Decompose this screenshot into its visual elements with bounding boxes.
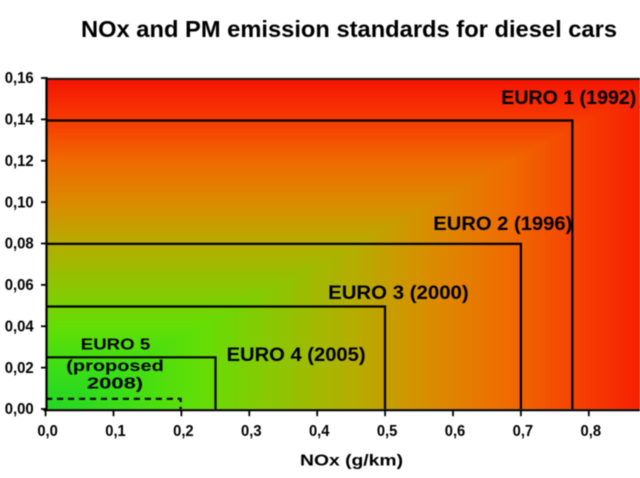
svg-text:0,4: 0,4 [309,423,330,440]
svg-text:0,6: 0,6 [445,423,466,440]
svg-text:0,06: 0,06 [5,277,34,294]
svg-text:(proposed: (proposed [66,358,164,375]
svg-text:0,3: 0,3 [241,423,262,440]
svg-text:0,12: 0,12 [5,153,34,170]
svg-text:0,2: 0,2 [173,423,194,440]
svg-text:0,02: 0,02 [5,360,34,377]
svg-text:0,0: 0,0 [37,423,58,440]
svg-text:EURO 3 (2000): EURO 3 (2000) [328,283,469,304]
svg-text:EURO 4 (2005): EURO 4 (2005) [227,345,366,366]
svg-text:0,04: 0,04 [5,318,34,335]
svg-text:EURO 1 (1992): EURO 1 (1992) [501,88,636,109]
svg-text:0,5: 0,5 [377,423,398,440]
svg-text:0,8: 0,8 [581,423,602,440]
svg-text:0,16: 0,16 [5,70,34,87]
svg-text:EURO 2 (1996): EURO 2 (1996) [433,214,572,235]
svg-text:0,14: 0,14 [5,112,34,129]
svg-text:0,08: 0,08 [5,236,34,253]
svg-text:0,1: 0,1 [105,423,126,440]
svg-text:0,00: 0,00 [5,401,34,418]
svg-text:0,10: 0,10 [5,194,34,211]
svg-text:2008): 2008) [87,376,143,393]
svg-text:NOx and PM emission standards: NOx and PM emission standards for diesel… [81,16,617,42]
svg-text:0,7: 0,7 [513,423,534,440]
svg-text:EURO 5: EURO 5 [81,337,151,354]
svg-text:NOx (g/km): NOx (g/km) [300,452,403,469]
